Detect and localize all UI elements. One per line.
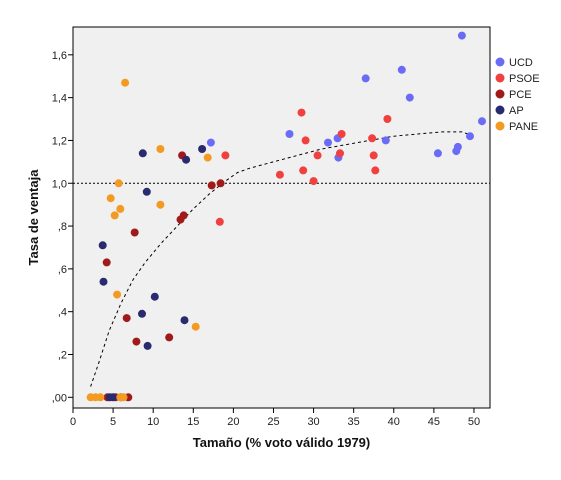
legend-label-pce: PCE [509,89,532,101]
y-tick-label: ,4 [58,307,67,319]
point-psoe [369,151,378,160]
trend-line-layer [90,131,475,387]
point-ap [150,292,159,301]
point-ucd [206,138,215,147]
point-psoe [297,108,306,117]
point-pane [96,393,105,402]
y-tick-label: ,8 [58,221,67,233]
x-tick-label: 50 [468,416,480,428]
x-tick-label: 30 [307,416,319,428]
point-psoe [371,166,380,175]
point-pane [113,290,122,299]
point-psoe [368,134,377,143]
x-tick-label: 25 [267,416,279,428]
point-pce [179,211,188,220]
point-pce [216,179,225,188]
legend-label-pane: PANE [509,121,538,133]
point-pane [156,200,165,209]
legend-marker-pane [495,121,505,131]
point-ap [143,341,152,350]
point-ap [142,187,151,196]
point-ucd [457,31,466,40]
x-tick-label: 0 [70,416,76,428]
y-tick-label: 1,2 [52,135,67,147]
point-psoe [221,151,230,160]
point-pce [132,337,141,346]
x-axis-title: Tamaño (% voto válido 1979) [193,435,370,450]
plot-area [72,26,491,409]
point-ap [138,149,147,158]
point-ucd [433,149,442,158]
legend-label-psoe: PSOE [509,73,540,85]
x-tick-label: 5 [110,416,116,428]
point-pane [119,393,128,402]
point-pane [116,204,125,213]
y-tick-label: 1,0 [52,178,67,190]
legend-marker-ucd [495,57,505,67]
point-pce [165,333,174,342]
point-psoe [301,136,310,145]
y-tick-label: 1,6 [52,50,67,62]
point-ucd [397,65,406,74]
data-points-layer [86,31,486,402]
point-ap [109,393,118,402]
point-ucd [466,132,474,141]
point-ucd [381,136,390,145]
legend-marker-ap [495,105,505,115]
y-tick-label: ,6 [58,264,67,276]
point-pce [207,181,216,190]
point-ucd [285,130,294,138]
legend-label-ap: AP [509,105,524,117]
legend-marker-pce [495,89,505,99]
point-psoe [336,149,344,158]
y-axis-title: Tasa de ventaja [26,169,41,266]
y-tick-label: 1,4 [52,93,67,105]
x-tick-label: 45 [428,416,440,428]
point-psoe [337,130,346,138]
point-pane [156,145,165,153]
point-ap [180,316,189,325]
trend-line [90,131,475,387]
point-ucd [478,117,486,126]
point-psoe [215,217,224,226]
x-tick-label: 40 [388,416,400,428]
point-ap [198,145,207,153]
point-psoe [309,177,318,186]
point-pce [122,314,131,323]
point-psoe [313,151,322,160]
legend-marker-psoe [495,73,505,83]
legend-label-ucd: UCD [509,57,533,69]
point-pane [203,153,212,162]
point-pce [102,258,111,267]
point-ap [99,277,108,286]
x-axis: 0 5 10 15 20 25 30 35 40 45 50 [70,408,480,428]
point-pane [114,179,123,188]
point-ucd [324,138,332,147]
point-pane [121,78,130,87]
y-tick-label: ,00 [52,392,67,404]
point-ap [182,155,191,164]
point-pane [106,194,115,203]
y-tick-label: ,2 [58,349,67,361]
point-ap [98,241,107,250]
x-tick-label: 10 [147,416,159,428]
point-pane [110,211,119,220]
point-ucd [361,74,370,83]
point-ucd [405,93,414,102]
point-pce [130,228,139,237]
point-psoe [275,170,284,179]
y-axis: ,00 ,2 ,4 ,6 ,8 1,0 1,2 1,4 1,6 [52,50,73,404]
point-ap [138,309,146,318]
x-tick-label: 15 [187,416,199,428]
point-pane [191,322,200,331]
x-tick-label: 20 [227,416,239,428]
point-ucd [452,147,461,156]
legend: UCD PSOE PCE AP PANE [495,57,540,133]
point-psoe [383,115,392,123]
point-psoe [299,166,308,175]
x-tick-label: 35 [348,416,360,428]
